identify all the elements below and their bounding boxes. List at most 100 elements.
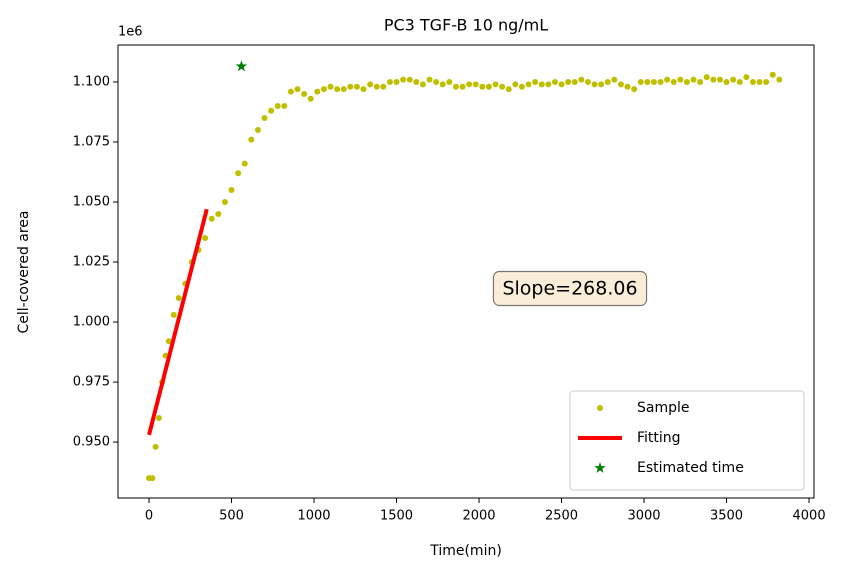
sample-point: [565, 78, 572, 85]
x-tick-label: 2500: [545, 509, 578, 524]
sample-point: [584, 78, 591, 85]
annotation-text: Slope=268.06: [502, 278, 637, 300]
sample-point: [472, 81, 479, 88]
sample-point: [697, 78, 704, 85]
sample-point: [320, 86, 327, 93]
estimated-point: [235, 60, 248, 72]
sample-point: [400, 76, 407, 83]
sample-point: [215, 211, 222, 218]
sample-point: [307, 95, 314, 102]
sample-point: [769, 71, 776, 78]
sample-point: [631, 86, 638, 93]
sample-point: [301, 90, 308, 97]
sample-point: [367, 81, 374, 88]
sample-point: [525, 81, 532, 88]
sample-point: [571, 78, 578, 85]
sample-point: [485, 83, 492, 90]
sample-point: [617, 81, 624, 88]
sample-point: [353, 83, 360, 90]
sample-point: [165, 338, 172, 345]
sample-point: [152, 443, 159, 450]
sample-point: [677, 76, 684, 83]
y-axis-label: Cell-covered area: [16, 211, 32, 334]
sample-point: [413, 78, 420, 85]
sample-point: [591, 81, 598, 88]
sample-point: [261, 114, 268, 121]
sample-point: [268, 107, 275, 114]
y-tick-label: 1.100: [73, 74, 110, 89]
sample-point: [241, 160, 248, 167]
sample-point: [373, 83, 380, 90]
sample-point: [248, 136, 255, 143]
y-tick-label: 0.950: [73, 435, 110, 450]
sample-point: [598, 81, 605, 88]
sample-point: [459, 83, 466, 90]
sample-point: [360, 86, 367, 93]
sample-point: [730, 76, 737, 83]
y-tick-label: 1.050: [73, 195, 110, 210]
sample-point: [439, 81, 446, 88]
y-tick-label: 1.025: [73, 255, 110, 270]
sample-point: [340, 86, 347, 93]
plot-frame: [117, 44, 815, 499]
sample-point: [756, 78, 763, 85]
sample-point: [492, 81, 499, 88]
y-tick-label: 1.075: [73, 134, 110, 149]
sample-point: [611, 76, 618, 83]
sample-point: [274, 102, 281, 109]
sample-point: [393, 78, 400, 85]
sample-point: [657, 78, 664, 85]
sample-point: [538, 81, 545, 88]
sample-point: [716, 76, 723, 83]
sample-point: [703, 74, 710, 81]
sample-point: [426, 76, 433, 83]
sample-point: [155, 415, 162, 422]
sample-point: [683, 78, 690, 85]
sample-point: [314, 88, 321, 95]
legend-label: Sample: [637, 400, 690, 416]
sample-point: [221, 199, 228, 206]
x-tick-label: 500: [219, 509, 244, 524]
chart-title: PC3 TGF-B 10 ng/mL: [384, 16, 548, 35]
x-tick-label: 3500: [710, 509, 743, 524]
sample-point: [512, 81, 519, 88]
sample-point: [749, 78, 756, 85]
legend-label: Estimated time: [637, 460, 744, 476]
sample-point: [637, 78, 644, 85]
sample-point: [736, 78, 743, 85]
sample-point: [386, 78, 393, 85]
sample-point: [505, 86, 512, 93]
x-tick-label: 4000: [793, 509, 826, 524]
sample-point: [499, 83, 506, 90]
sample-point: [347, 83, 354, 90]
y-tick-label: 0.975: [73, 375, 110, 390]
x-tick-label: 1000: [297, 509, 330, 524]
sample-point: [327, 83, 334, 90]
sample-point: [170, 311, 177, 318]
sample-point: [604, 78, 611, 85]
x-tick-label: 3000: [627, 509, 660, 524]
sample-point: [670, 78, 677, 85]
sample-point: [446, 78, 453, 85]
sample-point: [532, 78, 539, 85]
sample-point: [479, 83, 486, 90]
x-tick-label: 2000: [462, 509, 495, 524]
sample-point: [175, 295, 182, 302]
sample-point: [380, 83, 387, 90]
legend-symbol: [594, 462, 606, 473]
x-tick-label: 0: [145, 509, 153, 524]
sample-point: [452, 83, 459, 90]
legend-label: Fitting: [637, 430, 681, 446]
sample-point: [334, 86, 341, 93]
sample-point: [558, 81, 565, 88]
sample-point: [433, 78, 440, 85]
legend-symbol: [597, 405, 603, 411]
sample-point: [578, 76, 585, 83]
sample-point: [518, 83, 525, 90]
sample-point: [294, 86, 301, 93]
sample-point: [208, 215, 215, 222]
sample-point: [419, 81, 426, 88]
sample-point: [281, 102, 288, 109]
sample-point: [664, 76, 671, 83]
